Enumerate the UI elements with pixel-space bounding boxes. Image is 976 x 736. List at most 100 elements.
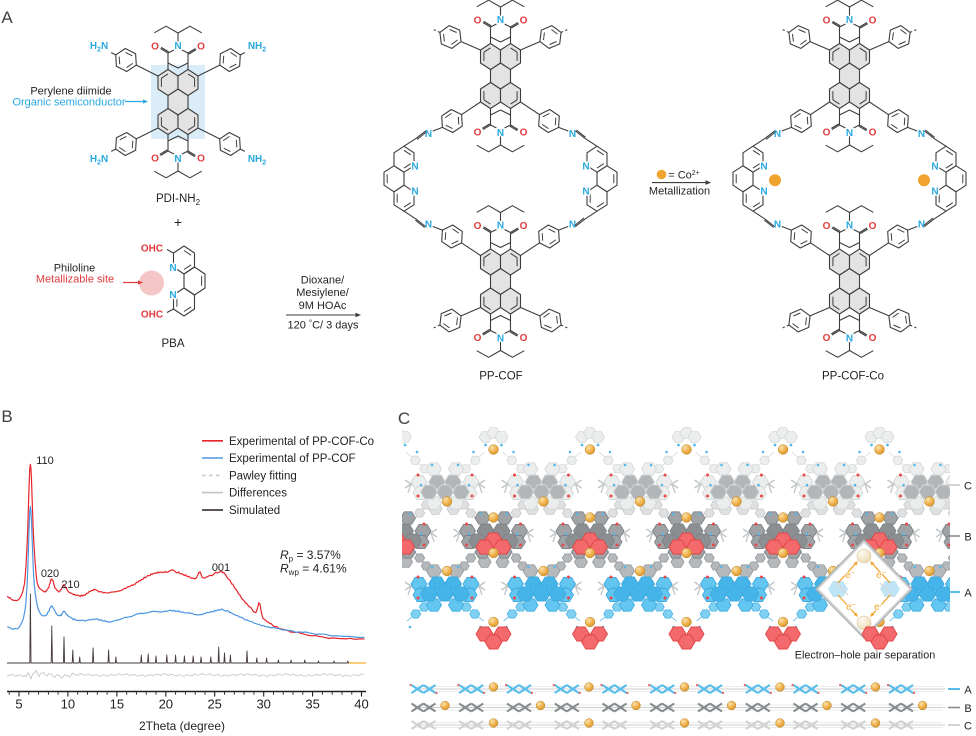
svg-text:N: N	[169, 263, 176, 274]
svg-text:O: O	[869, 127, 877, 138]
svg-text:Organic semiconductor: Organic semiconductor	[12, 97, 125, 109]
svg-text:2Theta (degree): 2Theta (degree)	[139, 719, 225, 733]
svg-text:N: N	[497, 128, 504, 139]
svg-text:PDI-NH2: PDI-NH2	[156, 193, 201, 207]
svg-text:O: O	[823, 333, 831, 344]
svg-text:9M HOAc: 9M HOAc	[299, 300, 347, 312]
svg-text:O: O	[520, 127, 528, 138]
svg-text:Metallization: Metallization	[649, 185, 710, 197]
svg-text:O: O	[151, 41, 159, 52]
svg-text:+: +	[174, 214, 182, 230]
svg-text:Electron–hole pair separation: Electron–hole pair separation	[795, 650, 935, 662]
svg-text:PP-COF-Co: PP-COF-Co	[822, 371, 884, 383]
svg-text:C: C	[398, 409, 410, 428]
svg-text:10: 10	[61, 697, 75, 712]
svg-text:NH2: NH2	[248, 154, 266, 167]
svg-text:15: 15	[110, 697, 124, 712]
svg-text:B: B	[964, 703, 971, 715]
svg-text:A: A	[964, 685, 972, 697]
svg-text:O: O	[474, 127, 482, 138]
svg-text:210: 210	[61, 579, 79, 591]
svg-text:N: N	[760, 187, 767, 198]
svg-text:020: 020	[41, 568, 59, 580]
svg-text:O: O	[869, 15, 877, 26]
svg-text:N: N	[169, 290, 176, 301]
svg-text:5: 5	[15, 697, 22, 712]
svg-text:40: 40	[354, 697, 368, 712]
svg-text:Simulated: Simulated	[229, 505, 280, 517]
svg-text:25: 25	[207, 697, 221, 712]
svg-text:N: N	[582, 162, 589, 173]
svg-text:Differences: Differences	[229, 488, 287, 500]
svg-text:N: N	[582, 187, 589, 198]
svg-text:Experimental of PP-COF-Co: Experimental of PP-COF-Co	[229, 436, 374, 448]
svg-text:e−: e−	[874, 602, 884, 613]
svg-text:Pawley fitting: Pawley fitting	[229, 470, 297, 482]
svg-text:O: O	[474, 333, 482, 344]
svg-text:O: O	[823, 221, 831, 232]
svg-text:Dioxane/: Dioxane/	[301, 275, 345, 287]
svg-text:O: O	[197, 153, 205, 164]
svg-text:N: N	[918, 129, 925, 140]
svg-text:O: O	[474, 15, 482, 26]
svg-text:110: 110	[36, 455, 54, 467]
svg-text:A: A	[1, 8, 13, 27]
svg-text:35: 35	[305, 697, 319, 712]
svg-text:O: O	[869, 333, 877, 344]
svg-text:N: N	[497, 15, 504, 26]
svg-text:N: N	[774, 219, 781, 230]
svg-text:PBA: PBA	[161, 338, 184, 350]
svg-text:N: N	[931, 162, 938, 173]
svg-text:N: N	[846, 333, 853, 344]
svg-text:Philoline: Philoline	[54, 263, 96, 275]
svg-text:H2N: H2N	[90, 154, 108, 167]
svg-text:e−: e−	[845, 570, 855, 581]
svg-text:001: 001	[212, 562, 230, 574]
svg-text:O: O	[197, 41, 205, 52]
svg-text:30: 30	[256, 697, 270, 712]
svg-text:O: O	[151, 153, 159, 164]
svg-text:N: N	[174, 41, 181, 52]
svg-text:OHC: OHC	[141, 310, 163, 321]
svg-text:NH2: NH2	[248, 41, 266, 54]
svg-text:N: N	[425, 129, 432, 140]
svg-text:C: C	[964, 481, 972, 493]
svg-text:Metallizable site: Metallizable site	[36, 274, 114, 286]
svg-text:N: N	[497, 333, 504, 344]
svg-text:N: N	[846, 128, 853, 139]
svg-text:Perylene diimide: Perylene diimide	[30, 86, 111, 98]
svg-text:N: N	[931, 187, 938, 198]
svg-text:O: O	[474, 221, 482, 232]
svg-text:N: N	[774, 129, 781, 140]
svg-text:20: 20	[159, 697, 173, 712]
svg-text:N: N	[174, 154, 181, 165]
svg-text:e−: e−	[876, 570, 886, 581]
svg-text:N: N	[846, 15, 853, 26]
svg-text:O: O	[520, 333, 528, 344]
svg-text:O: O	[869, 221, 877, 232]
svg-text:B: B	[964, 532, 971, 544]
svg-text:N: N	[411, 162, 418, 173]
svg-text:O: O	[520, 221, 528, 232]
svg-text:Rwp = 4.61%: Rwp = 4.61%	[280, 562, 347, 578]
svg-text:N: N	[425, 219, 432, 230]
svg-text:O: O	[823, 15, 831, 26]
svg-text:Mesiylene/: Mesiylene/	[296, 287, 350, 299]
svg-text:120 °C/ 3 days: 120 °C/ 3 days	[287, 319, 359, 332]
svg-text:Experimental of PP-COF: Experimental of PP-COF	[229, 453, 356, 465]
svg-text:OHC: OHC	[141, 244, 163, 255]
svg-text:B: B	[1, 407, 12, 426]
svg-text:PP-COF: PP-COF	[479, 371, 522, 383]
svg-text:e−: e−	[846, 602, 856, 613]
svg-text:N: N	[569, 219, 576, 230]
svg-text:N: N	[497, 220, 504, 231]
svg-text:N: N	[411, 187, 418, 198]
svg-text:A: A	[964, 588, 972, 600]
svg-text:N: N	[569, 129, 576, 140]
svg-text:O: O	[823, 127, 831, 138]
svg-text:Rp = 3.57%: Rp = 3.57%	[280, 548, 341, 564]
svg-text:H2N: H2N	[90, 41, 108, 54]
svg-text:N: N	[760, 162, 767, 173]
svg-text:N: N	[846, 220, 853, 231]
svg-text:C: C	[964, 721, 972, 733]
